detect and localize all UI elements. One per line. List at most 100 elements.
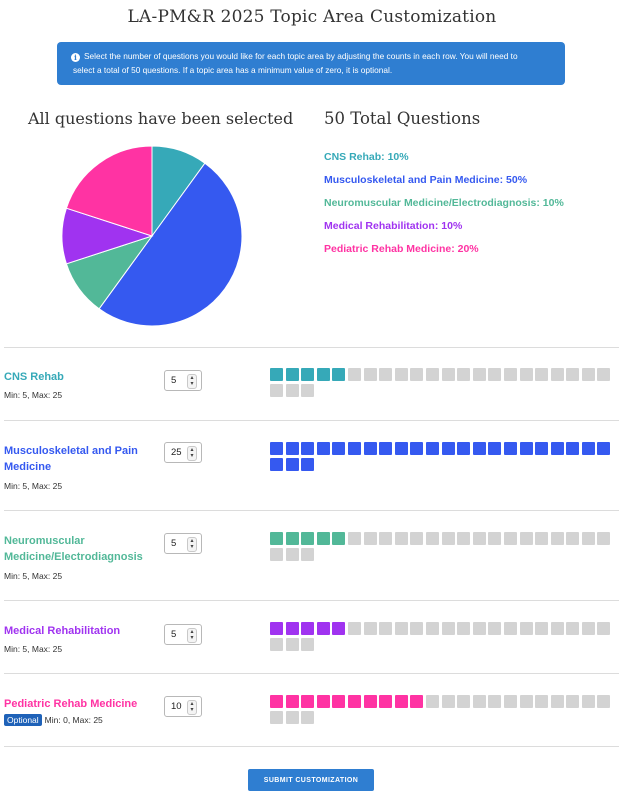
topic-name: Medical Rehabilitation (4, 623, 120, 639)
unselected-question-block (503, 622, 517, 635)
selected-question-block (316, 442, 330, 455)
selected-question-block (332, 532, 346, 545)
row-divider (4, 600, 619, 601)
selected-question-block (285, 368, 299, 381)
unselected-question-block (488, 695, 502, 708)
pie-slice-musculoskeletal-and-pain-medicine (98, 162, 243, 327)
selected-question-block (332, 695, 346, 708)
unselected-question-block (379, 622, 393, 635)
unselected-question-block (285, 384, 299, 397)
selected-question-block (270, 695, 283, 708)
question-count-stepper[interactable]: 5 ▴ ▾ (164, 370, 202, 391)
selected-question-block (301, 695, 315, 708)
unselected-question-block (472, 695, 486, 708)
question-count-stepper[interactable]: 10 ▴ ▾ (164, 696, 202, 717)
topic-min-max: Min: 5, Max: 25 (4, 481, 63, 491)
spin-up-down-icon[interactable]: ▴ ▾ (187, 700, 197, 715)
selected-question-block (301, 458, 315, 471)
selected-question-block (519, 442, 533, 455)
unselected-question-block (270, 548, 283, 561)
unselected-question-block (472, 622, 486, 635)
selected-question-block (270, 442, 283, 455)
unselected-question-block (441, 368, 455, 381)
topic-name-line: Pediatric Rehab Medicine (4, 698, 138, 710)
selection-status-heading: All questions have been selected (28, 109, 294, 128)
unselected-question-block (519, 695, 533, 708)
question-count-stepper[interactable]: 25 ▴ ▾ (164, 442, 202, 463)
spin-up-down-icon[interactable]: ▴ ▾ (187, 537, 197, 552)
unselected-question-block (270, 638, 283, 651)
selected-question-block (301, 532, 315, 545)
spin-up-down-icon[interactable]: ▴ ▾ (187, 446, 197, 461)
row-divider (4, 673, 619, 674)
unselected-question-block (488, 532, 502, 545)
unselected-question-block (457, 695, 471, 708)
unselected-question-block (550, 695, 564, 708)
unselected-question-block (503, 532, 517, 545)
unselected-question-block (566, 532, 580, 545)
selected-question-block (270, 368, 283, 381)
selected-question-block (270, 532, 283, 545)
topic-min-max: Min: 5, Max: 25 (4, 644, 63, 654)
unselected-question-block (410, 532, 424, 545)
submit-customization-button[interactable]: SUBMIT CUSTOMIZATION (248, 769, 374, 791)
topic-name-line: Medicine (4, 461, 52, 473)
selected-question-block (270, 622, 283, 635)
unselected-question-block (581, 532, 595, 545)
unselected-question-block (457, 532, 471, 545)
question-blocks (270, 532, 620, 564)
selected-question-block (410, 442, 424, 455)
unselected-question-block (581, 622, 595, 635)
stepper-value: 10 (171, 701, 182, 712)
selected-question-block (581, 442, 595, 455)
spin-up-down-icon[interactable]: ▴ ▾ (187, 374, 197, 389)
selected-question-block (379, 442, 393, 455)
unselected-question-block (472, 368, 486, 381)
unselected-question-block (285, 548, 299, 561)
unselected-question-block (363, 532, 377, 545)
unselected-question-block (550, 368, 564, 381)
unselected-question-block (347, 622, 361, 635)
unselected-question-block (488, 622, 502, 635)
selected-question-block (316, 368, 330, 381)
unselected-question-block (566, 622, 580, 635)
unselected-question-block (363, 622, 377, 635)
topic-name: CNS Rehab (4, 369, 64, 385)
unselected-question-block (441, 622, 455, 635)
question-count-stepper[interactable]: 5 ▴ ▾ (164, 533, 202, 554)
unselected-question-block (503, 695, 517, 708)
unselected-question-block (379, 532, 393, 545)
selected-question-block (316, 622, 330, 635)
topic-name: Neuromuscular Medicine/Electrodiagnosis (4, 533, 143, 565)
question-count-stepper[interactable]: 5 ▴ ▾ (164, 624, 202, 645)
unselected-question-block (503, 368, 517, 381)
total-questions-heading: 50 Total Questions (324, 109, 481, 128)
selected-question-block (550, 442, 564, 455)
unselected-question-block (488, 368, 502, 381)
selected-question-block (535, 442, 549, 455)
topic-name-line: Medicine/Electrodiagnosis (4, 551, 143, 563)
unselected-question-block (441, 532, 455, 545)
unselected-question-block (535, 622, 549, 635)
unselected-question-block (535, 695, 549, 708)
pie-legend: CNS Rehab: 10% Musculoskeletal and Pain … (324, 151, 564, 266)
legend-item-cns-rehab: CNS Rehab: 10% (324, 151, 409, 163)
unselected-question-block (550, 532, 564, 545)
selected-question-block (332, 368, 346, 381)
unselected-question-block (425, 622, 439, 635)
legend-item-pediatric-rehab: Pediatric Rehab Medicine: 20% (324, 243, 479, 255)
selected-question-block (347, 442, 361, 455)
topic-name-line: CNS Rehab (4, 371, 64, 383)
selected-question-block (301, 622, 315, 635)
unselected-question-block (597, 622, 611, 635)
spin-up-down-icon[interactable]: ▴ ▾ (187, 628, 197, 643)
optional-badge: Optional (4, 714, 42, 726)
selected-question-block (394, 695, 408, 708)
unselected-question-block (581, 695, 595, 708)
unselected-question-block (410, 368, 424, 381)
topic-min-max: Min: 5, Max: 25 (4, 390, 63, 400)
selected-question-block (394, 442, 408, 455)
pie-slice-pediatric-rehab-medicine (65, 145, 153, 237)
unselected-question-block (519, 368, 533, 381)
selected-question-block (363, 442, 377, 455)
